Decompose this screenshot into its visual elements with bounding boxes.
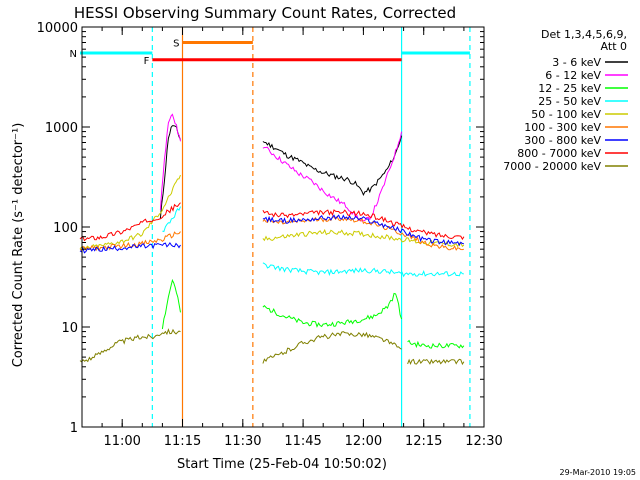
series-1-segment-0 [159,113,181,210]
y-axis-label: Corrected Count Rate (s⁻¹ detector⁻¹) [11,123,26,368]
series-8-segment-2 [407,358,465,366]
y-tick-label-0: 1 [70,421,78,436]
x-tick-label-5: 12:15 [405,434,442,449]
legend-label-8: 7000 - 20000 keV [503,160,601,173]
series-6-segment-0 [79,242,181,254]
y-tick-label-3: 1000 [45,121,78,136]
series-8-segment-0 [79,328,181,363]
series-8-segment-1 [262,331,402,364]
series-4-segment-1 [262,228,465,248]
legend-label-6: 300 - 800 keV [524,134,601,147]
series-4-segment-0 [79,174,181,250]
series-1-segment-1 [262,131,403,222]
plot-frame [81,26,485,428]
series-2-segment-2 [407,339,465,349]
series-2-segment-0 [161,278,181,330]
x-tick-label-2: 11:30 [224,434,261,449]
flag-label-1: S [173,38,179,49]
y-tick-label-2: 100 [53,221,78,236]
x-tick-label-3: 11:45 [284,434,321,449]
legend-label-5: 100 - 300 keV [524,121,601,134]
x-axis-label: Start Time (25-Feb-04 10:50:02) [177,457,387,472]
x-tick-label-6: 12:30 [465,434,502,449]
series-3-segment-0 [162,206,181,233]
timestamp: 29-Mar-2010 19:05 [560,468,637,477]
legend-label-7: 800 - 7000 keV [517,147,601,160]
y-tick-label-4: 10000 [37,21,78,36]
series-2-segment-1 [262,292,403,328]
legend-label-3: 25 - 50 keV [538,95,601,108]
series-5-segment-0 [79,231,181,252]
flag-label-0: F [144,56,150,67]
x-tick-label-0: 11:00 [103,434,140,449]
series-7-segment-0 [79,202,181,242]
legend-label-2: 12 - 25 keV [538,82,601,95]
legend-label-0: 3 - 6 keV [552,56,601,69]
legend-header-0: Det 1,3,4,5,6,9, [541,28,627,41]
x-tick-label-1: 11:15 [164,434,201,449]
legend-label-1: 6 - 12 keV [545,69,601,82]
y-tick-label-1: 10 [61,321,78,336]
series-3-segment-1 [262,262,464,278]
series-6-segment-1 [262,214,464,247]
series-0-segment-1 [262,135,403,196]
x-tick-label-4: 12:00 [345,434,382,449]
flag-label-2: N [70,49,77,60]
legend-label-4: 50 - 100 keV [531,108,601,121]
series-7-segment-1 [262,209,465,241]
chart-title: HESSI Observing Summary Count Rates, Cor… [74,4,456,22]
legend-header-1: Att 0 [601,40,627,53]
